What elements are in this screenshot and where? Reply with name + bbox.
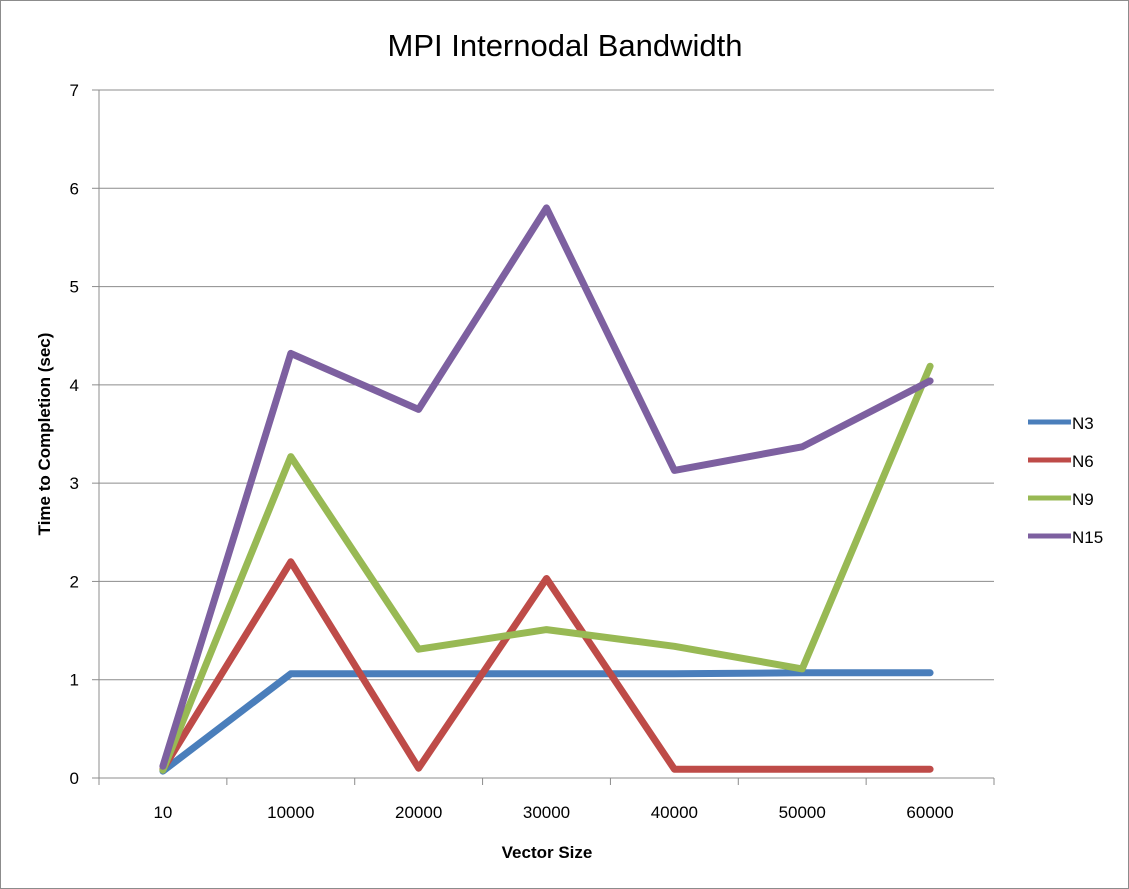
x-tick-label: 20000 <box>395 803 442 822</box>
x-tick-label: 10000 <box>267 803 314 822</box>
y-tick-labels: 0 1 2 3 4 5 6 7 <box>70 81 99 788</box>
chart-title: MPI Internodal Bandwidth <box>388 28 743 63</box>
x-tick-label: 60000 <box>906 803 953 822</box>
y-tick-label: 7 <box>70 81 79 100</box>
x-tick-label: 40000 <box>651 803 698 822</box>
y-tick-label: 0 <box>70 769 79 788</box>
series-line-n9 <box>159 362 934 774</box>
y-tick-label: 6 <box>70 179 79 198</box>
y-tick-label: 2 <box>70 572 79 591</box>
y-tick-label: 1 <box>70 671 79 690</box>
series-line-n15 <box>159 204 934 770</box>
x-tick-label: 10 <box>153 803 172 822</box>
y-tick-label: 5 <box>70 278 79 297</box>
x-tick-labels: 10 10000 20000 30000 40000 50000 60000 <box>98 778 995 822</box>
series-line-n6 <box>159 558 934 773</box>
y-tick-label: 3 <box>70 474 79 493</box>
legend-label-n15: N15 <box>1072 528 1103 547</box>
legend: N3 N6 N9 N15 <box>1028 414 1103 547</box>
y-tick-label: 4 <box>70 376 79 395</box>
series-line-n3 <box>159 669 934 775</box>
y-axis-label: Time to Completion (sec) <box>35 333 54 536</box>
series-lines <box>159 204 934 775</box>
x-tick-label: 30000 <box>523 803 570 822</box>
legend-label-n6: N6 <box>1072 452 1094 471</box>
axes <box>98 90 994 779</box>
legend-label-n3: N3 <box>1072 414 1094 433</box>
legend-label-n9: N9 <box>1072 490 1094 509</box>
x-axis-label: Vector Size <box>502 843 593 862</box>
x-tick-label: 50000 <box>779 803 826 822</box>
